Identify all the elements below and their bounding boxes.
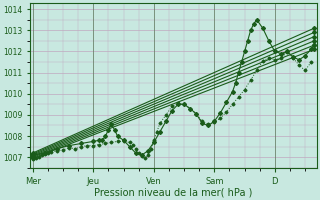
X-axis label: Pression niveau de la mer( hPa ): Pression niveau de la mer( hPa ): [94, 187, 253, 197]
